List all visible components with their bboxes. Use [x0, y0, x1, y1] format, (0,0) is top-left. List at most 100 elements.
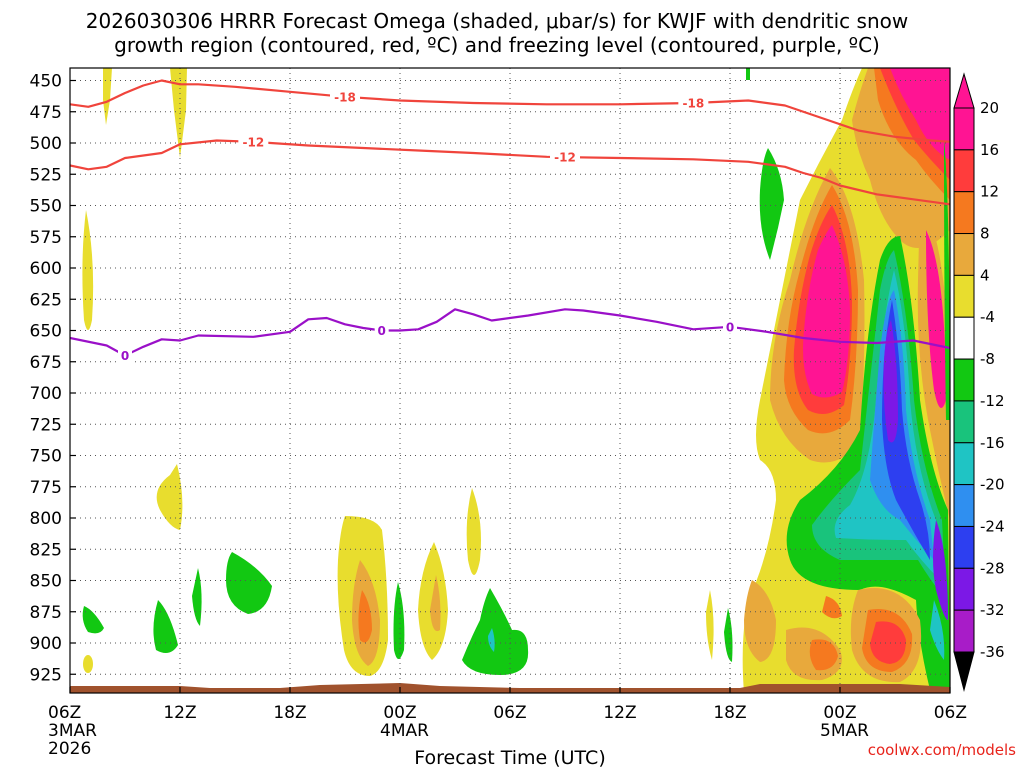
y-axis: 450 475 500 525 550 575 600 625 650 675 700 725 750 7… [30, 72, 76, 685]
omega-cell-early-mid [82, 210, 94, 330]
x-axis-title: Forecast Time (UTC) [414, 747, 605, 768]
colorbar-tick-7: -12 [980, 392, 1005, 410]
colorbar-tick-10: -24 [980, 517, 1005, 535]
x-tick-label-3: 00Z [383, 703, 416, 723]
x-tick-label-0: 06Z [48, 703, 81, 723]
omega-cell-green-4 [226, 552, 272, 614]
omega-cell-green-6 [462, 588, 529, 675]
x-tick-label-1: 12Z [163, 703, 196, 723]
contour-lines [70, 79, 950, 357]
colorbar-tick-6: -8 [980, 350, 995, 368]
contour-label-bg--18-0 [330, 89, 360, 104]
omega-low-orange-1 [744, 580, 776, 662]
omega-low-red-3 [870, 621, 906, 664]
colorbar-tick-2: 12 [980, 183, 999, 201]
colorbar-bin-6 [953, 358, 975, 402]
colorbar-bin-1 [953, 149, 975, 193]
omega-shading [82, 68, 950, 693]
omega-cell-yellow-05z [466, 488, 481, 575]
y-tick-label-525: 525 [30, 165, 62, 185]
omega-cell-orange-03z [430, 575, 441, 632]
omega-low-orange-4 [822, 596, 842, 619]
contour-label-bg-0-2 [723, 319, 737, 334]
gridlines [70, 68, 950, 693]
contour-line--18 [70, 79, 950, 143]
chart-title-line-1: 2026030306 HRRR Forecast Omega (shaded, … [86, 9, 908, 33]
colorbar-bin-12 [953, 609, 975, 653]
y-tick-label-875: 875 [30, 603, 62, 623]
colorbar-tick-1: 16 [980, 141, 999, 159]
colorbar-tick-0: 20 [980, 99, 999, 117]
omega-right-edge-green [944, 140, 950, 420]
y-tick-label-550: 550 [30, 197, 62, 217]
colorbar-bin-11 [953, 567, 975, 611]
contour-label--18-1: -18 [682, 97, 704, 111]
y-tick-label-475: 475 [30, 103, 62, 123]
contour-label-bg--18-1 [678, 96, 709, 110]
colorbar-tick-8: -16 [980, 434, 1005, 452]
omega-cell-green-5 [393, 582, 405, 659]
omega-cell-green-8 [759, 148, 784, 260]
y-tick-label-925: 925 [30, 665, 62, 685]
omega-cell-early-top [103, 68, 112, 125]
colorbar-bin-5 [953, 316, 975, 360]
omega-right-edge-pink [926, 230, 946, 408]
colorbar-tick-3: 8 [980, 225, 990, 243]
x-tick-label-6: 18Z [713, 703, 746, 723]
y-tick-label-725: 725 [30, 415, 62, 435]
omega-cell-12z-mid [156, 464, 183, 530]
omega-neg-cyan-low [930, 600, 945, 660]
contour-line-0 [70, 308, 950, 357]
colorbar-bin-4 [953, 274, 975, 318]
contour-label--18-0: -18 [334, 90, 356, 104]
colorbar-tick-5: -4 [980, 308, 995, 326]
colorbar: 20 16 12 8 4 -4 -8 -12 -16 -20 -24 -28 -32 -36 [953, 72, 1005, 692]
omega-cell-early-low [83, 655, 93, 673]
x-tick-date-7-0: 5MAR [820, 721, 869, 741]
omega-neg-purple-low [933, 520, 948, 620]
omega-cell-green-1 [82, 606, 104, 634]
x-tick-date-0-1: 2026 [48, 739, 91, 759]
x-tick-label-4: 06Z [493, 703, 526, 723]
y-tick-label-450: 450 [30, 72, 62, 92]
colorbar-bottom-arrow [953, 651, 975, 692]
omega-cell-deep-orange-00z [358, 590, 372, 643]
y-tick-label-900: 900 [30, 634, 62, 654]
credit-text: coolwx.com/models [868, 741, 1016, 759]
contour-label-bg-0-1 [374, 323, 389, 338]
colorbar-top-arrow [953, 72, 975, 109]
y-tick-label-600: 600 [30, 259, 62, 279]
contour-label-0-2: 0 [726, 320, 734, 334]
omega-cell-yellow-17z [706, 590, 714, 660]
y-tick-label-625: 625 [30, 290, 62, 310]
y-tick-label-675: 675 [30, 353, 62, 373]
contour-labels: -18 -18 -12 -12 0 0 0 [118, 89, 737, 363]
omega-cell-green-2 [153, 600, 178, 654]
colorbar-bin-3 [953, 233, 975, 276]
colorbar-bin-7 [953, 400, 975, 444]
contour-label-0-0: 0 [121, 349, 129, 363]
contour-line--12 [70, 139, 950, 206]
y-tick-label-850: 850 [30, 572, 62, 592]
omega-cell-green-tiny [746, 68, 750, 80]
colorbar-bin-10 [953, 525, 975, 569]
colorbar-tick-9: -20 [980, 476, 1005, 494]
contour-label--12-1: -12 [554, 151, 576, 165]
y-tick-label-750: 750 [30, 447, 62, 467]
chart-title-line-2: growth region (contoured, red, ºC) and f… [114, 33, 880, 57]
x-tick-label-7: 00Z [823, 703, 856, 723]
omega-main-pink-upper [890, 68, 950, 160]
contour-label--12-0: -12 [242, 135, 264, 149]
colorbar-tick-12: -32 [980, 601, 1005, 619]
colorbar-bin-0 [953, 107, 975, 151]
contour-label-0-1: 0 [377, 324, 385, 338]
omega-cell-green-3 [192, 568, 202, 626]
x-tick-label-8: 06Z [934, 703, 967, 723]
omega-main-pink-core [803, 225, 850, 398]
colorbar-tick-4: 4 [980, 266, 990, 284]
colorbar-tick-13: -36 [980, 643, 1005, 661]
contour-label-bg-0-0 [118, 348, 132, 363]
x-tick-label-5: 12Z [603, 703, 636, 723]
